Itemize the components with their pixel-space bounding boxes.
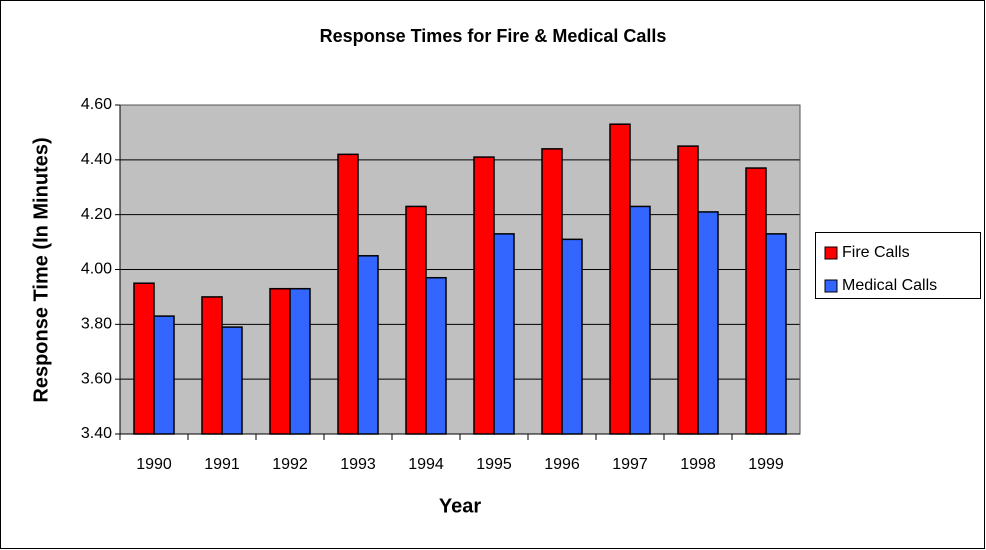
bar [153, 315, 175, 435]
x-tick-label: 1999 [748, 456, 784, 473]
x-tick-label: 1993 [340, 456, 376, 473]
x-tick-label: 1990 [136, 456, 172, 473]
x-axis-label: Year [439, 495, 481, 517]
y-tick-label: 4.60 [81, 96, 112, 113]
x-tick-label: 1992 [272, 456, 308, 473]
bar [745, 167, 767, 435]
bar [677, 145, 699, 435]
x-tick-label: 1998 [680, 456, 716, 473]
bar [405, 205, 427, 435]
x-tick-label: 1995 [476, 456, 512, 473]
bar [765, 233, 787, 435]
bar [337, 153, 359, 435]
chart-title: Response Times for Fire & Medical Calls [320, 26, 667, 46]
x-tick-label: 1994 [408, 456, 444, 473]
legend-label: Fire Calls [842, 244, 910, 261]
bar [133, 282, 155, 435]
bar [221, 326, 243, 435]
bar [289, 287, 311, 435]
y-tick-label: 4.00 [81, 261, 112, 278]
legend-label: Medical Calls [842, 277, 937, 294]
legend-box [815, 232, 981, 299]
y-tick-label: 4.20 [81, 206, 112, 223]
bar [201, 296, 223, 435]
bar [609, 123, 631, 435]
bar [697, 211, 719, 435]
x-tick-label: 1991 [204, 456, 240, 473]
x-tick-label: 1996 [544, 456, 580, 473]
y-tick-label: 4.40 [81, 151, 112, 168]
y-tick-label: 3.60 [81, 370, 112, 387]
bar [493, 233, 515, 435]
legend-swatch [824, 279, 838, 293]
y-axis-label: Response Time (In Minutes) [30, 137, 52, 402]
bar [561, 238, 583, 435]
bar [269, 287, 291, 435]
bar [473, 156, 495, 435]
bar [629, 205, 651, 435]
bar [357, 255, 379, 435]
y-tick-label: 3.80 [81, 316, 112, 333]
y-tick-label: 3.40 [81, 425, 112, 442]
bar [425, 276, 447, 435]
legend-swatch [824, 246, 838, 260]
bar [541, 148, 563, 435]
x-tick-label: 1997 [612, 456, 648, 473]
